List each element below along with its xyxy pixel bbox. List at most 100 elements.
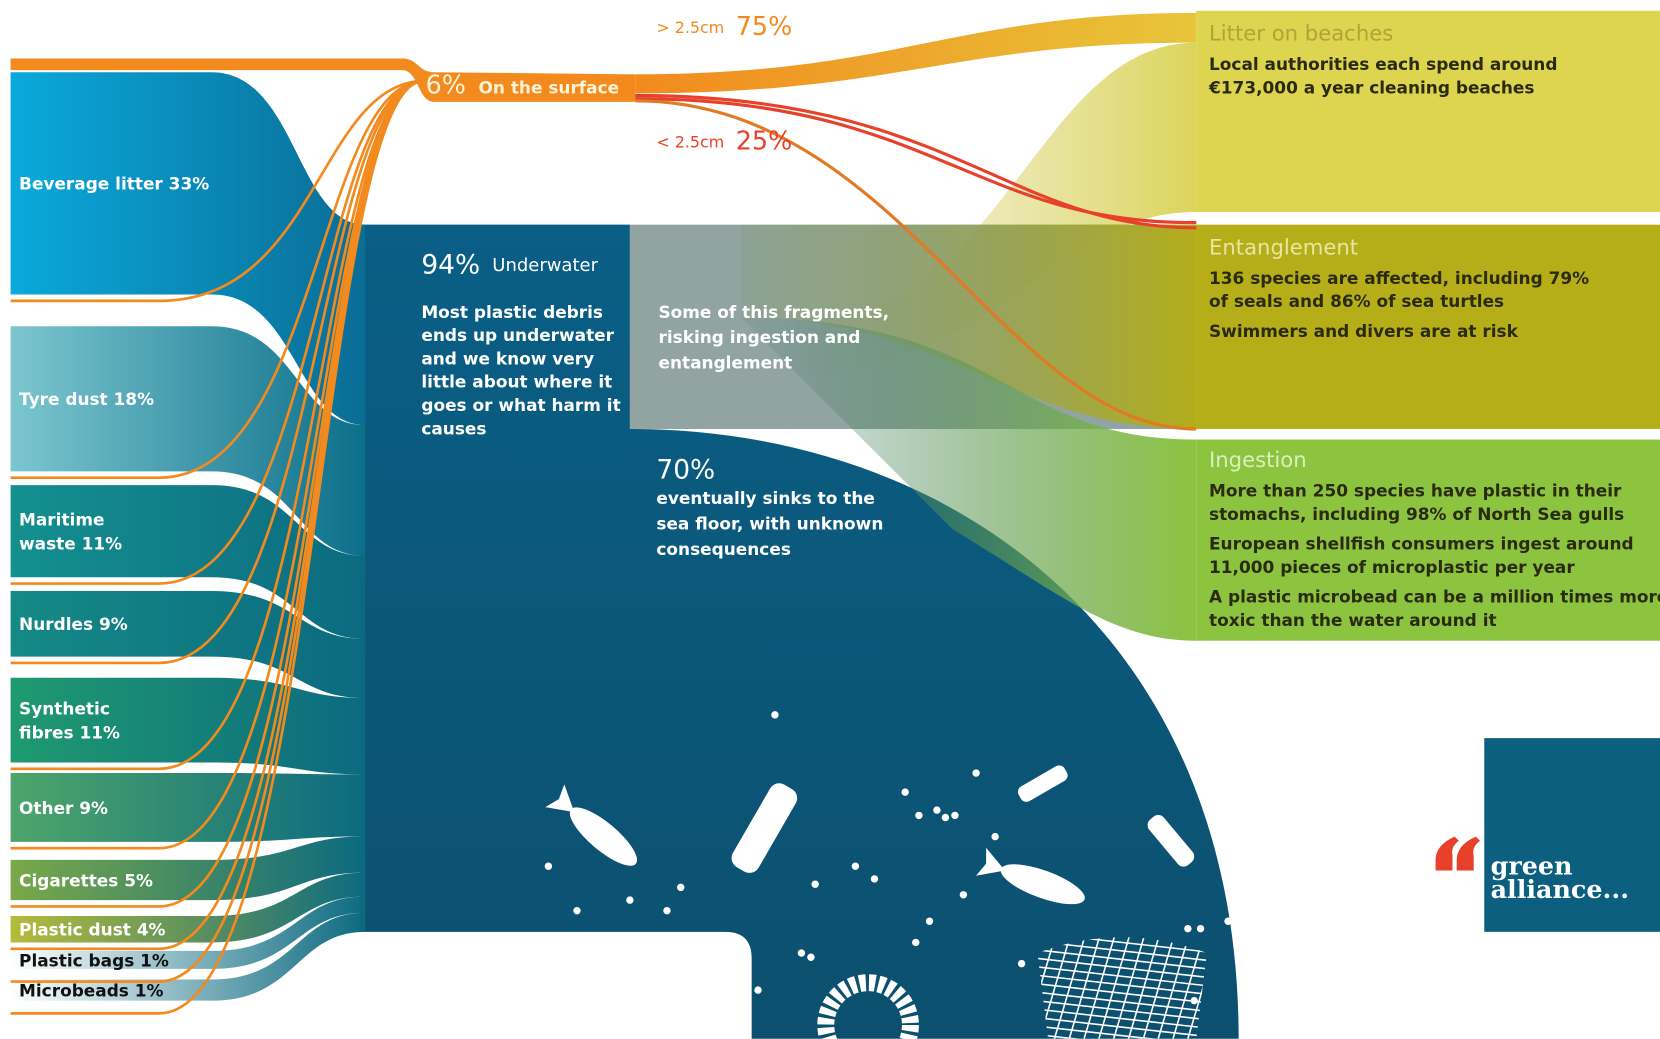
source-label: Cigarettes 5%	[19, 870, 153, 890]
underwater-text: goes or what harm it	[421, 395, 620, 415]
impact-note: 136 species are affected, including 79%	[1209, 268, 1589, 288]
net-line	[1037, 973, 1207, 997]
source-band	[10, 590, 366, 699]
source-band	[10, 912, 366, 1001]
surface-link	[10, 79, 424, 771]
surface-link	[10, 79, 424, 1015]
microplastic-dot	[807, 953, 815, 961]
microplastic-dot	[811, 880, 819, 888]
flow-bands	[10, 10, 1660, 1039]
source-band	[10, 677, 366, 775]
impact-note: toxic than the water around it	[1209, 610, 1497, 630]
impact-title: Ingestion	[1209, 447, 1307, 472]
impact-note: 11,000 pieces of microplastic per year	[1209, 557, 1575, 577]
microplastic-dot	[1184, 924, 1192, 933]
source-band	[10, 485, 366, 639]
source-label: waste 11%	[19, 534, 122, 554]
large-prefix: > 2.5cm	[656, 18, 724, 37]
surface-link	[10, 79, 424, 585]
net-line	[1037, 937, 1207, 954]
source-label: Maritime	[19, 509, 104, 529]
microplastic-dot	[912, 938, 920, 947]
microplastic-dot	[626, 896, 634, 904]
source-label: Plastic dust 4%	[19, 920, 165, 940]
underwater-text: and we know very	[421, 348, 594, 368]
net-line	[1037, 1007, 1207, 1031]
ingestion-flow	[741, 317, 1197, 641]
underwater-text: Most plastic debris	[421, 302, 603, 322]
impact-note: Swimmers and divers are at risk	[1209, 321, 1519, 341]
microplastic-dot	[797, 949, 806, 957]
underwater-body	[359, 224, 1239, 1039]
logo-text: green	[1491, 851, 1573, 881]
net-line	[1098, 937, 1132, 1039]
impact-note: European shellfish consumers ingest arou…	[1209, 534, 1634, 554]
fish	[1000, 864, 1085, 905]
source-label: Microbeads 1%	[19, 980, 164, 1000]
fragments-text: Some of this fragments,	[658, 302, 889, 322]
bottle	[731, 783, 798, 873]
net-line	[1083, 937, 1117, 1039]
small-prefix: < 2.5cm	[656, 132, 724, 151]
impact-note: A plastic microbead can be a million tim…	[1209, 587, 1660, 607]
microplastic-dot	[925, 917, 934, 925]
net-line	[1037, 964, 1207, 988]
beach-box	[1196, 10, 1660, 212]
bottle	[1147, 815, 1195, 867]
microplastic-dot	[1190, 996, 1198, 1005]
fragments-text: entanglement	[658, 353, 792, 373]
fish	[545, 784, 638, 866]
sinks-text: sea floor, with unknown	[656, 514, 883, 534]
net-line	[1142, 937, 1176, 1039]
net-line	[1037, 990, 1207, 1014]
underwater-label: Underwater	[492, 255, 598, 276]
surface-link	[10, 79, 424, 303]
small-stream	[635, 97, 1197, 225]
underwater-text: little about where it	[421, 372, 612, 392]
microplastic-dot	[677, 883, 685, 892]
source-bands: Beverage litter 33% Tyre dust 18% Maritime…	[10, 72, 366, 1001]
net-line	[1127, 937, 1162, 1039]
impact-title: Litter on beaches	[1209, 20, 1393, 45]
net-line	[1037, 956, 1207, 980]
small-stream	[635, 93, 1197, 431]
surface-stream	[10, 58, 636, 102]
source-label: fibres 11%	[19, 723, 120, 743]
logo-quote	[1435, 836, 1481, 871]
sinks-text: consequences	[656, 539, 791, 559]
source-band	[10, 872, 366, 943]
impact-note: Local authorities each spend around	[1209, 54, 1557, 74]
labels: 6% On the surface > 2.5cm 75% < 2.5cm 25…	[421, 11, 792, 486]
source-label: Tyre dust 18%	[19, 389, 154, 409]
microplastic-dot	[941, 813, 950, 822]
fish	[545, 784, 575, 813]
impact-title: Entanglement	[1209, 234, 1358, 259]
fish	[569, 807, 638, 866]
entanglement-box	[1196, 224, 1660, 429]
surface-value: 6%	[426, 69, 466, 99]
microplastic-dot	[1017, 959, 1026, 968]
source-label: Plastic bags 1%	[19, 950, 169, 970]
large-stream	[635, 12, 1197, 94]
net-line	[1037, 981, 1207, 1005]
net-line	[1037, 998, 1207, 1022]
microplastic-dot	[573, 906, 581, 915]
source-label: Beverage litter 33%	[19, 174, 209, 194]
net-line	[1112, 937, 1147, 1039]
net-line	[1037, 1024, 1207, 1039]
underwater-text: ends up underwater	[421, 325, 614, 345]
microplastic-dot	[851, 862, 860, 870]
microplastic-dot	[951, 811, 959, 820]
logo-box	[1484, 738, 1660, 932]
net-line	[1037, 1032, 1207, 1039]
microplastic-dot	[901, 788, 909, 796]
logo: green alliance...	[1435, 738, 1660, 932]
microplastic-dot	[544, 862, 553, 870]
source-label: Synthetic	[19, 698, 110, 718]
microplastic-dot	[933, 806, 941, 814]
small-stream	[635, 93, 1197, 230]
ingestion-box	[1196, 439, 1660, 641]
